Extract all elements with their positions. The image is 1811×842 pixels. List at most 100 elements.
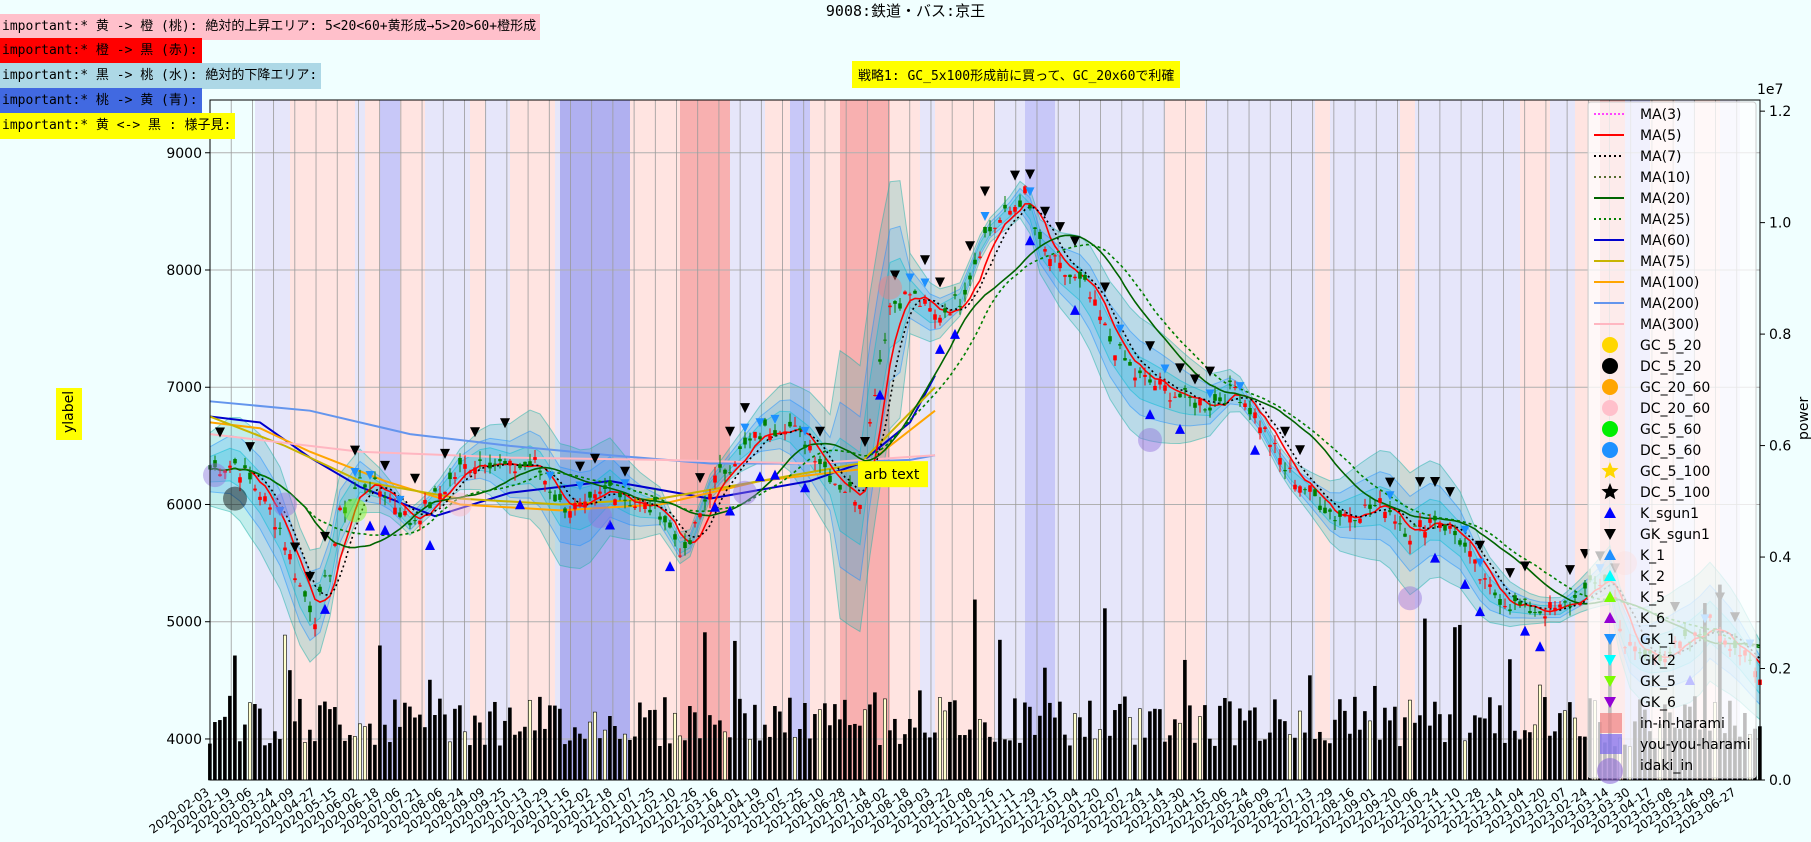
- legend-label: idaki_in: [1640, 758, 1693, 774]
- volume-bar: [1328, 743, 1332, 781]
- candle-body: [783, 431, 787, 435]
- signal-circle: [1138, 428, 1162, 452]
- volume-bar: [1353, 696, 1357, 781]
- triangle-down-marker: [1565, 565, 1575, 576]
- candle-body: [1533, 612, 1537, 614]
- triangle-down-marker: [440, 448, 450, 459]
- volume-bar: [743, 713, 747, 781]
- volume-bar: [1123, 696, 1127, 781]
- volume-bar: [728, 737, 732, 781]
- candle-body: [1253, 412, 1257, 419]
- legend-label: MA(100): [1640, 275, 1699, 291]
- candle-body: [248, 472, 252, 480]
- volume-bar: [1238, 708, 1242, 781]
- candle-body: [1173, 396, 1177, 398]
- candle-body: [1373, 505, 1377, 507]
- zone-band: [1055, 100, 1110, 780]
- volume-bar: [1313, 739, 1317, 781]
- candle-body: [283, 547, 287, 551]
- volume-bar: [333, 707, 337, 781]
- volume-bar: [1493, 733, 1497, 781]
- volume-bar: [958, 735, 962, 781]
- volume-bar: [1488, 697, 1492, 781]
- candle-body: [1553, 607, 1557, 612]
- candle-body: [253, 488, 257, 491]
- candle-body: [1043, 249, 1047, 252]
- candle-body: [1158, 380, 1162, 385]
- candle-body: [1458, 540, 1462, 545]
- candle-body: [518, 464, 522, 469]
- axes: 4000 5000 6000 7000 8000 9000 0.0 0.2 0.4 0.6 0.8 1…: [147, 99, 1791, 836]
- zone-band: [935, 100, 995, 780]
- candle-body: [828, 475, 832, 483]
- volume-bar: [1133, 744, 1137, 781]
- y-tick-label: 6000: [166, 497, 202, 513]
- triangle-down-marker: [1190, 374, 1200, 385]
- candle-body: [578, 502, 582, 506]
- triangle-down-marker: [1205, 366, 1215, 377]
- volume-bar: [253, 704, 257, 781]
- candle-body: [428, 502, 432, 509]
- legend-label: MA(60): [1640, 233, 1690, 249]
- volume-bar: [453, 708, 457, 781]
- candle-body: [303, 591, 307, 597]
- volume-bar: [1448, 714, 1452, 781]
- triangle-down-marker: [905, 273, 915, 283]
- volume-bar: [1443, 742, 1447, 781]
- triangle-down-marker: [1175, 363, 1185, 374]
- volume-bar: [803, 703, 807, 781]
- candle-body: [1008, 210, 1012, 215]
- candle-body: [348, 499, 352, 501]
- annotation-text: arb text: [864, 467, 920, 483]
- volume-bar: [1148, 711, 1152, 781]
- volume-bar: [418, 714, 422, 781]
- candle-body: [653, 496, 657, 501]
- volume-bar: [903, 734, 907, 781]
- candle-body: [613, 499, 617, 506]
- triangle-down-marker: [1430, 477, 1440, 488]
- candle-body: [408, 522, 412, 525]
- volume-bar: [1103, 608, 1107, 781]
- candle-body: [1358, 518, 1362, 523]
- volume-bar: [323, 701, 327, 781]
- candle-body: [338, 507, 342, 511]
- volume-bar: [1108, 735, 1112, 781]
- candle-body: [478, 459, 482, 461]
- zone-band: [1360, 100, 1400, 780]
- candle-body: [228, 465, 232, 468]
- candle-body: [1353, 520, 1357, 522]
- candle-body: [1153, 385, 1157, 391]
- volume-bar: [913, 727, 917, 781]
- legend-label: GC_5_60: [1640, 422, 1701, 438]
- volume-bar: [1503, 742, 1507, 781]
- candle-body: [763, 419, 767, 426]
- legend-label: GC_5_20: [1640, 338, 1701, 354]
- volume-bar: [713, 724, 717, 781]
- candle-body: [533, 457, 537, 460]
- volume-bar: [638, 702, 642, 781]
- volume-bar: [518, 731, 522, 781]
- triangle-down-marker: [920, 278, 930, 288]
- volume-bar: [283, 634, 287, 781]
- legend-swatch: [1604, 655, 1616, 666]
- volume-bar: [1298, 710, 1302, 781]
- volume-bar: [628, 739, 632, 781]
- volume-bar: [213, 722, 217, 781]
- candle-body: [993, 227, 997, 229]
- volume-bar: [1263, 739, 1267, 781]
- candle-body: [638, 502, 642, 504]
- candle-body: [803, 444, 807, 448]
- y-tick-label: 9000: [166, 146, 202, 162]
- candle-body: [798, 428, 802, 431]
- signal-circle: [203, 463, 227, 488]
- volume-bar: [1158, 709, 1162, 781]
- signal-circle: [588, 504, 612, 529]
- legend-swatch: [1604, 612, 1616, 623]
- volume-bar: [1183, 659, 1187, 781]
- candle-body: [1193, 402, 1197, 408]
- legend-swatch: [1600, 734, 1622, 754]
- volume-bar: [1358, 729, 1362, 781]
- volume-bar: [1538, 684, 1542, 781]
- candle-body: [1508, 609, 1512, 612]
- volume-bar: [1253, 707, 1257, 781]
